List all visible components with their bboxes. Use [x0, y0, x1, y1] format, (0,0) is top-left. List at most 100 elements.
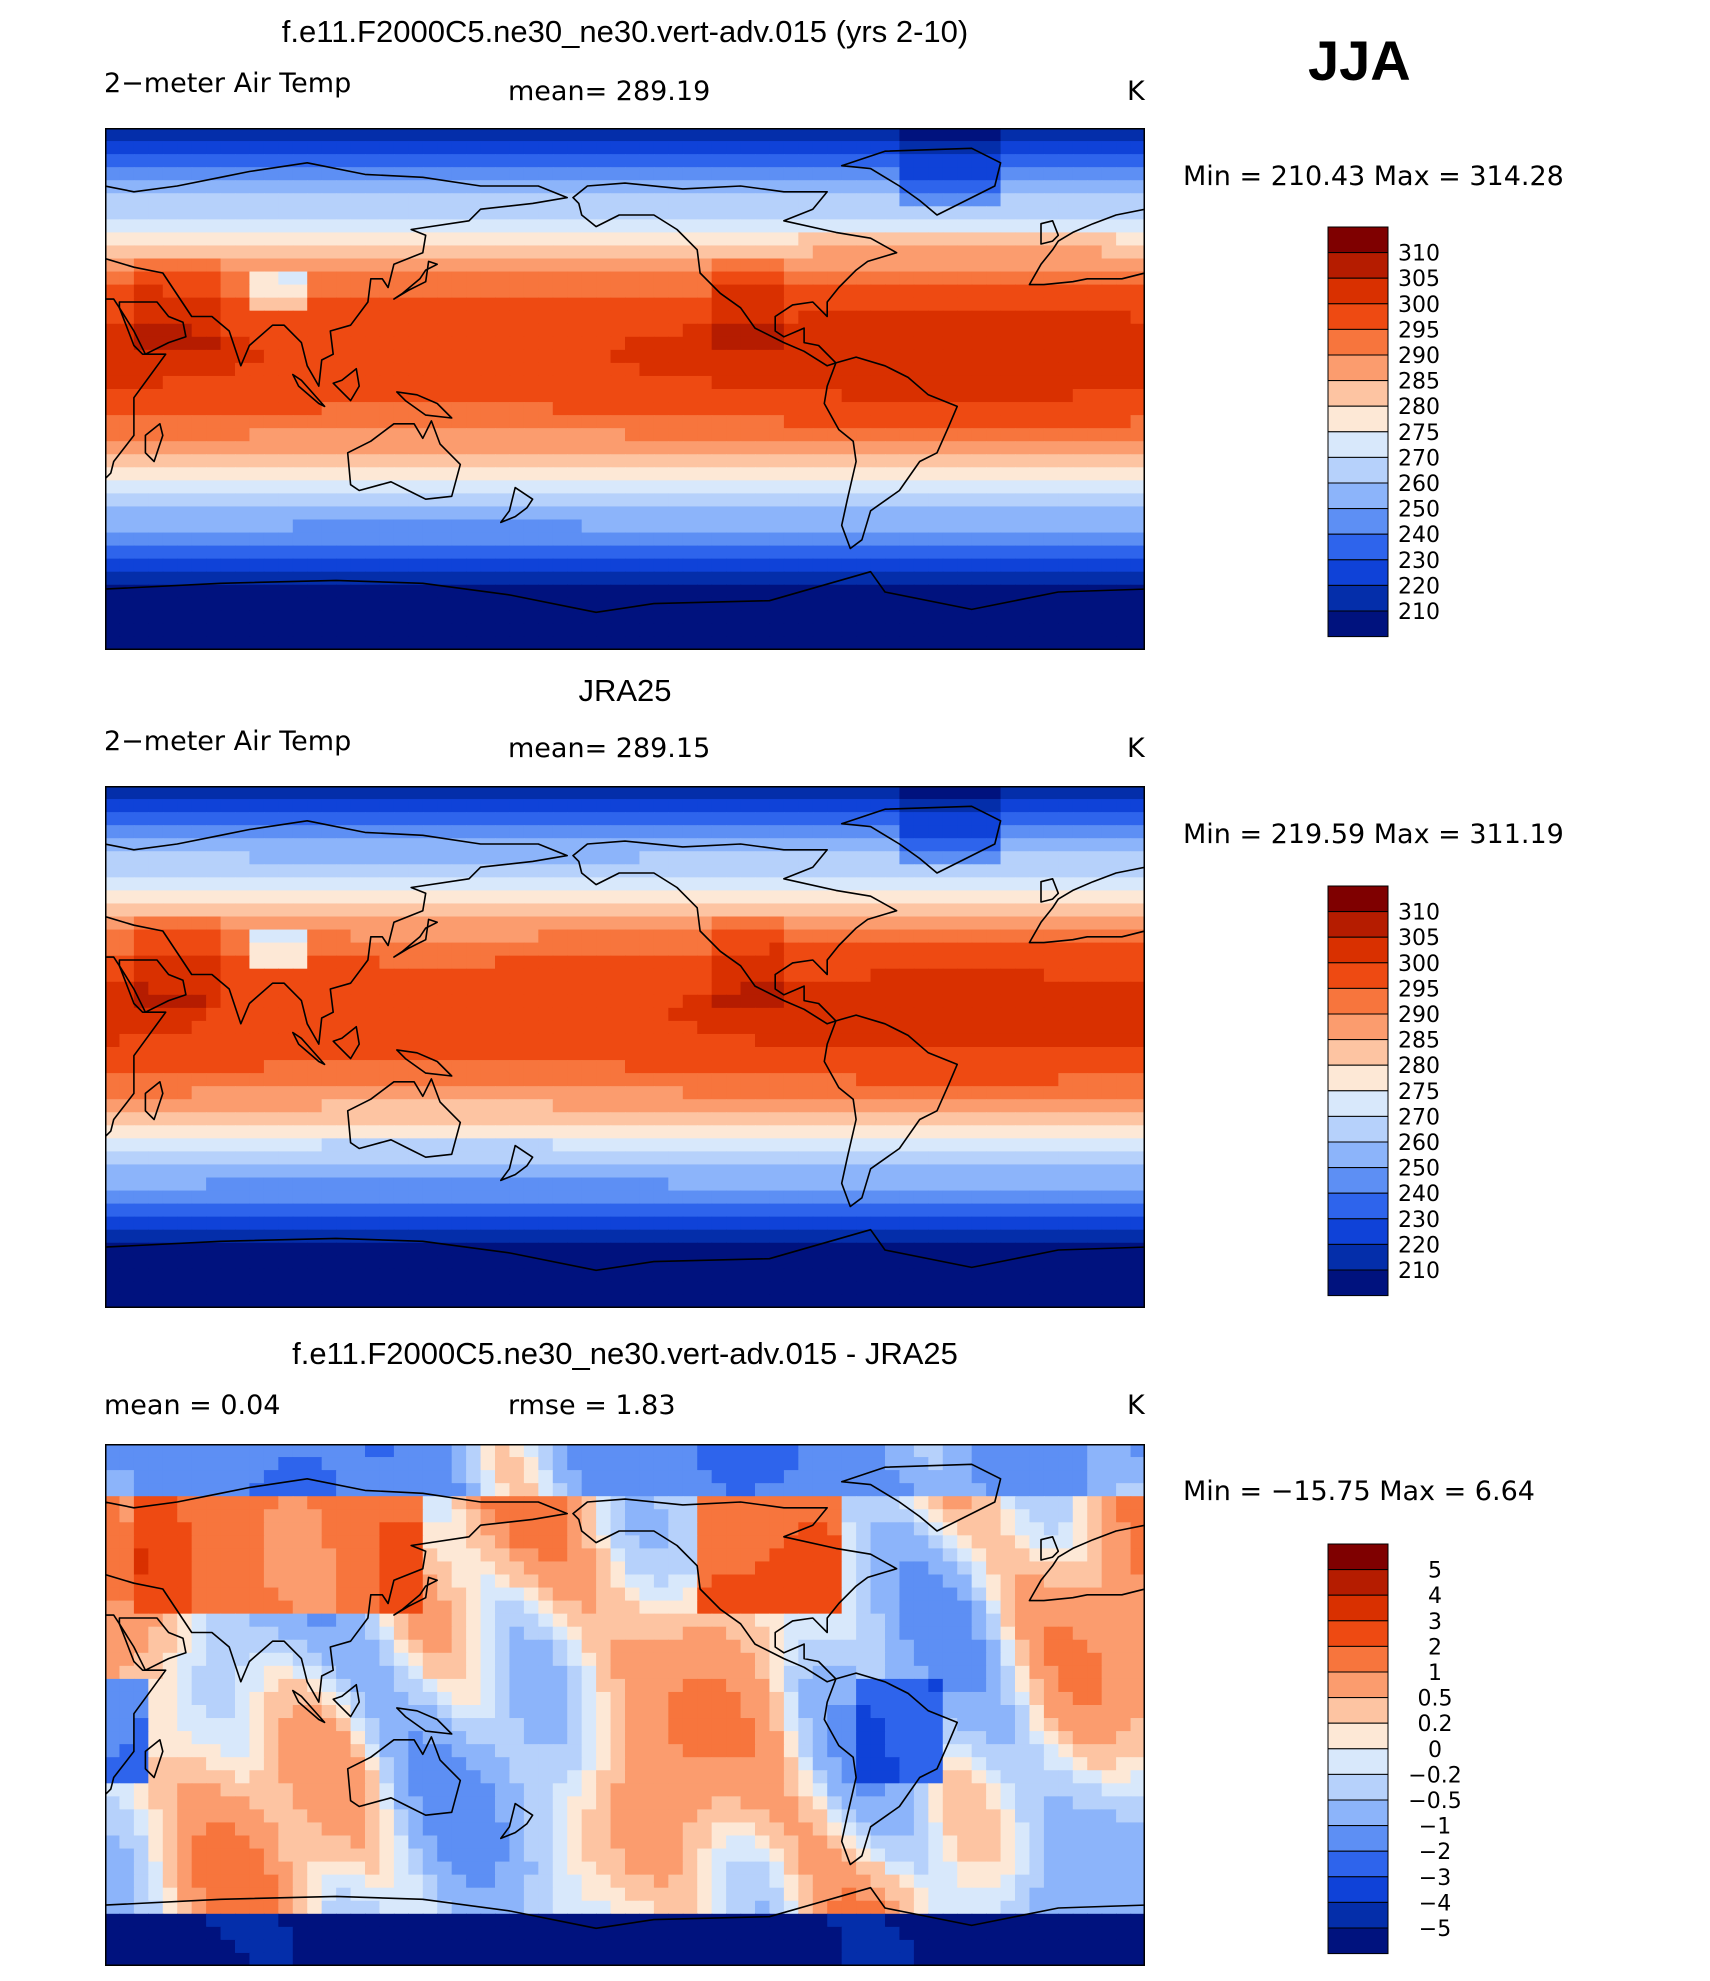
field-cell [480, 571, 496, 586]
field-cell [870, 838, 886, 852]
field-cell [119, 1020, 135, 1035]
field-cell [408, 1007, 424, 1022]
field-cell [827, 981, 843, 996]
field-cell [986, 864, 1002, 878]
field-cell [119, 1138, 135, 1152]
field-cell [292, 825, 308, 839]
field-cell [1015, 323, 1031, 338]
field-cell [321, 981, 337, 996]
field-cell [1000, 428, 1016, 442]
field-cell [350, 167, 366, 181]
field-cell [928, 193, 944, 207]
field-cell [740, 571, 756, 586]
field-cell [552, 890, 568, 905]
field-cell [148, 799, 164, 813]
field-cell [812, 389, 828, 403]
field-cell [509, 558, 525, 573]
field-cell [1101, 167, 1117, 181]
field-cell [206, 493, 222, 508]
field-cell [1116, 916, 1132, 931]
field-cell [567, 336, 583, 351]
field-cell [336, 467, 352, 481]
field-cell [292, 428, 308, 442]
field-cell [263, 1060, 279, 1074]
field-cell [740, 1047, 756, 1061]
field-cell [292, 441, 308, 455]
field-cell [841, 1060, 857, 1074]
field-cell [783, 532, 799, 547]
field-cell [682, 636, 698, 650]
field-cell [986, 375, 1002, 390]
field-cell [755, 584, 771, 599]
field-cell [1116, 812, 1132, 826]
field-cell [105, 271, 121, 286]
field-cell [928, 825, 944, 839]
field-cell [697, 323, 713, 338]
field-cell [408, 180, 424, 194]
field-cell [1029, 415, 1045, 429]
continent-outline [144, 423, 164, 463]
field-cell [798, 258, 814, 273]
field-cell [177, 1099, 193, 1113]
field-cell [928, 428, 944, 442]
field-cell [379, 193, 395, 207]
field-cell [162, 454, 178, 468]
field-cell [1058, 636, 1074, 650]
field-cell [755, 877, 771, 891]
field-cell [885, 584, 901, 599]
field-cell [509, 981, 525, 996]
field-cell [133, 532, 149, 547]
field-cell [682, 1060, 698, 1074]
field-cell [321, 506, 337, 521]
field-cell [1015, 154, 1031, 168]
field-cell [379, 558, 395, 573]
field-cell [220, 467, 236, 481]
field-cell [1029, 571, 1045, 586]
field-cell [451, 493, 467, 508]
field-cell [827, 994, 843, 1009]
field-cell [928, 584, 944, 599]
field-cell [393, 890, 409, 905]
field-cell [740, 610, 756, 625]
field-cell [148, 838, 164, 852]
field-cell [1130, 258, 1145, 273]
field-cell [697, 349, 713, 364]
field-cell [913, 623, 929, 638]
field-cell [856, 375, 872, 390]
field-cell [235, 545, 251, 560]
field-cell [653, 1151, 669, 1166]
field-cell [292, 532, 308, 547]
field-cell [538, 636, 554, 650]
field-cell [278, 506, 294, 521]
field-cell [538, 454, 554, 468]
field-cell [177, 1151, 193, 1166]
field-cell [509, 877, 525, 891]
field-cell [928, 890, 944, 905]
field-cell [148, 584, 164, 599]
field-cell [408, 493, 424, 508]
field-cell [1015, 206, 1031, 220]
field-cell [610, 994, 626, 1009]
field-cell [105, 467, 121, 481]
field-cell [971, 610, 987, 625]
field-cell [509, 336, 525, 351]
field-cell [177, 454, 193, 468]
field-cell [1072, 284, 1088, 299]
field-cell [220, 1007, 236, 1022]
field-cell [783, 480, 799, 494]
field-cell [841, 1086, 857, 1100]
field-cell [278, 1125, 294, 1139]
field-cell [220, 154, 236, 168]
field-cell [105, 812, 121, 826]
field-cell [307, 193, 323, 207]
field-cell [581, 323, 597, 338]
field-cell [682, 851, 698, 865]
field-cell [711, 584, 727, 599]
field-cell [509, 610, 525, 625]
field-cell [1043, 981, 1059, 996]
field-cell [552, 1086, 568, 1100]
field-cell [249, 193, 265, 207]
field-cell [235, 851, 251, 865]
field-cell [827, 955, 843, 970]
field-cell [1043, 415, 1059, 429]
